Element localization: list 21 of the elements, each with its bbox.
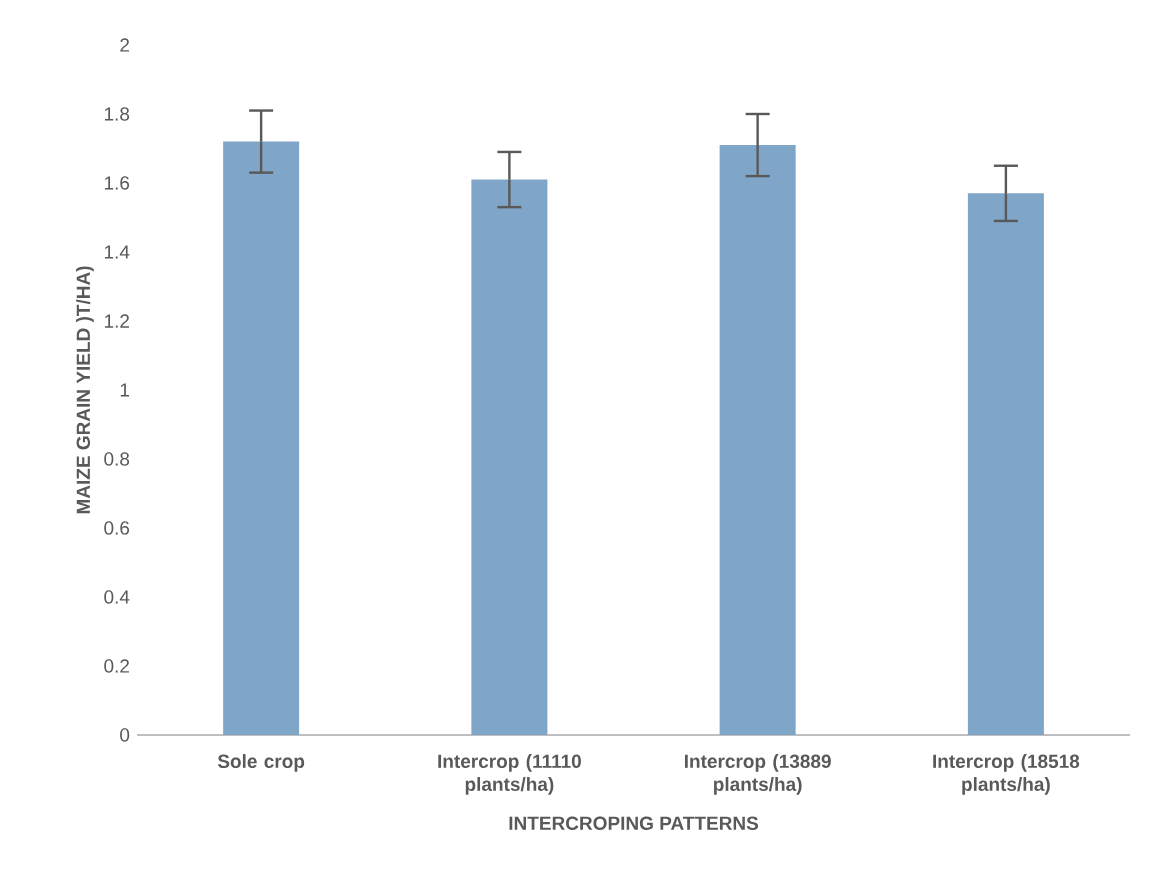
y-tick-label: 1	[120, 383, 129, 397]
y-tick-label: 1.4	[104, 245, 130, 259]
bar	[967, 193, 1044, 735]
y-tick-label: 0.8	[104, 452, 130, 466]
y-tick-label: 1.8	[104, 107, 130, 121]
y-tick-label: 2	[120, 38, 129, 52]
x-tick-label: Intercrop (13889 plants/ha)	[685, 754, 831, 795]
x-tick-label: Intercrop (11110 plants/ha)	[438, 754, 581, 795]
y-tick-label: 1.6	[104, 176, 130, 190]
x-axis-title: INTERCROPING PATTERNS	[509, 816, 759, 830]
y-tick-label: 0.4	[104, 590, 130, 604]
x-tick-label: Sole crop	[217, 754, 305, 772]
x-tick-label: Intercrop (18518 plants/ha)	[933, 754, 1080, 795]
bar	[719, 145, 796, 735]
bar	[471, 179, 548, 735]
y-axis-title: MAIZE GRAIN YIELD )T/HA)	[76, 266, 94, 514]
y-tick-label: 0.2	[104, 659, 129, 673]
bar	[223, 141, 300, 735]
y-tick-label: 1.2	[104, 314, 129, 328]
y-tick-label: 0	[120, 728, 130, 742]
y-tick-label: 0.6	[104, 521, 130, 535]
